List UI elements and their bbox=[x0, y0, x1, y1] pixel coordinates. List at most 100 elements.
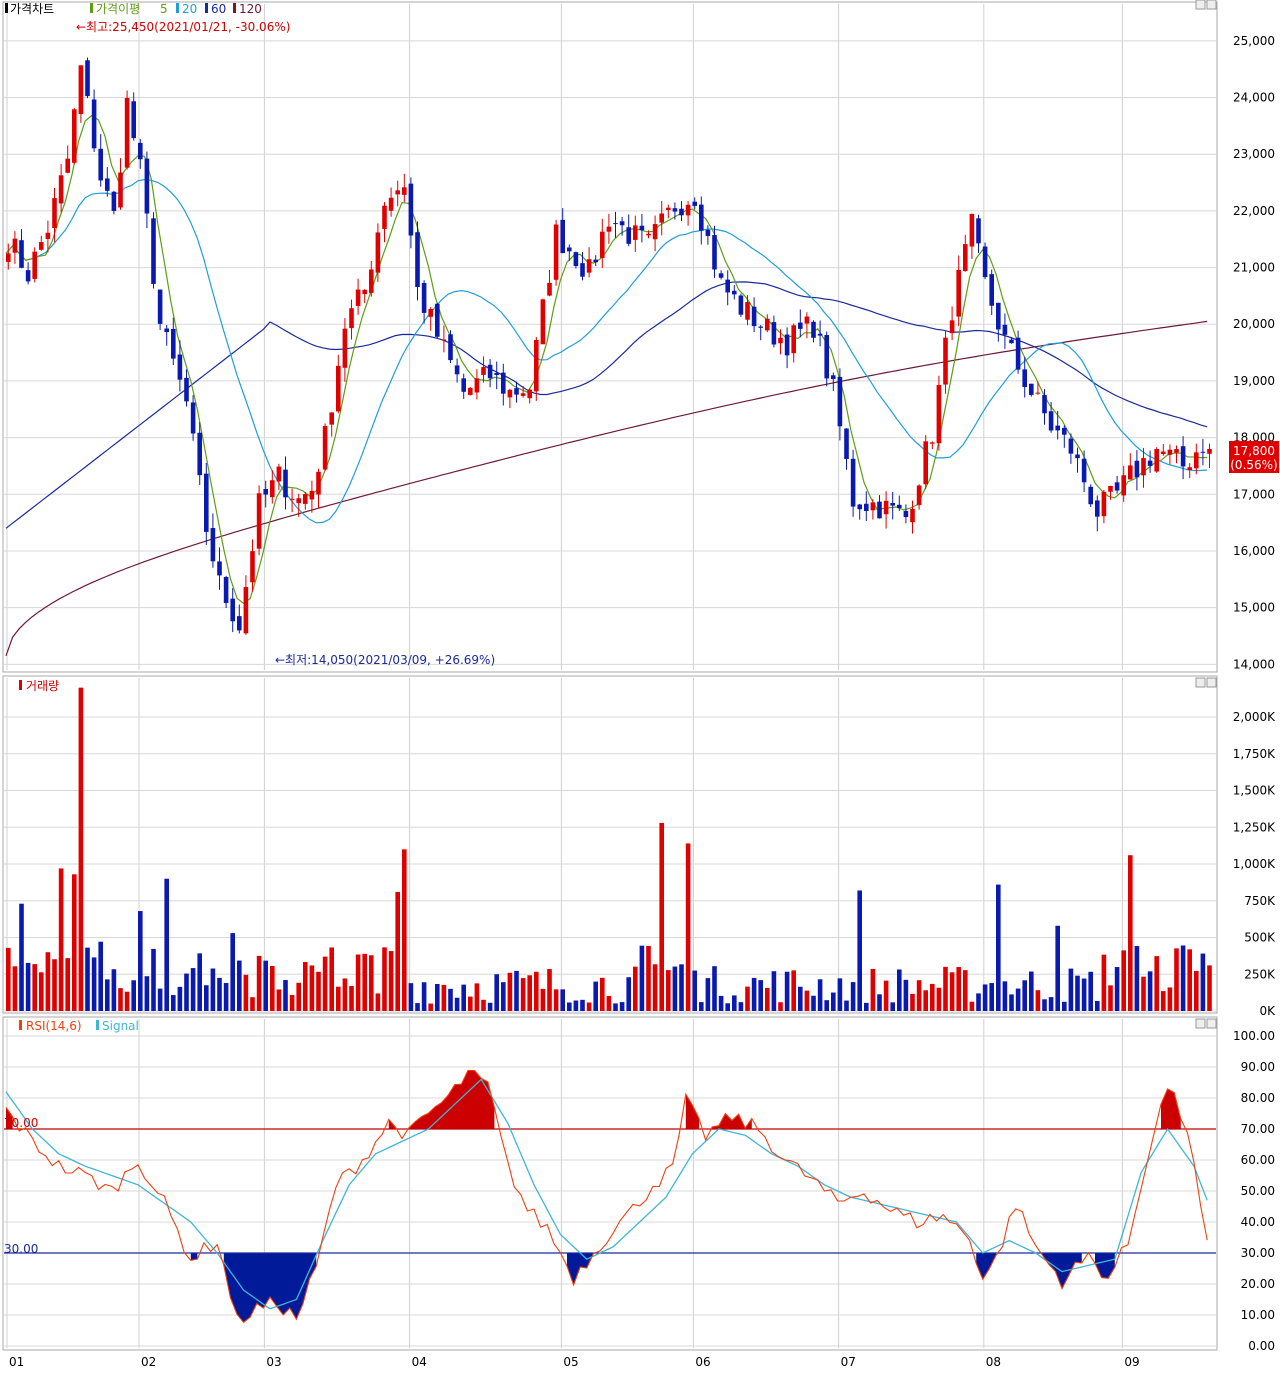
candle bbox=[12, 238, 18, 253]
volume-bar bbox=[738, 1002, 744, 1011]
volume-panel-frame bbox=[2, 675, 1218, 1014]
volume-bar bbox=[982, 984, 988, 1011]
candle bbox=[1101, 491, 1107, 517]
volume-bar bbox=[435, 983, 440, 1011]
candle bbox=[1062, 427, 1067, 435]
candle bbox=[613, 223, 618, 225]
volume-bar bbox=[652, 964, 658, 1011]
candle bbox=[454, 365, 460, 375]
volume-bar bbox=[850, 982, 856, 1011]
rsi-overbought-fill bbox=[408, 1070, 495, 1129]
volume-bar bbox=[1187, 949, 1192, 1011]
candle bbox=[1207, 448, 1212, 454]
volume-bar bbox=[1062, 1001, 1067, 1011]
price-panel-controls[interactable] bbox=[1195, 0, 1217, 10]
volume-bar bbox=[824, 1000, 829, 1011]
candle bbox=[1055, 425, 1060, 431]
volume-bar bbox=[1068, 968, 1074, 1011]
volume-bar bbox=[534, 971, 539, 1011]
volume-bar bbox=[408, 983, 414, 1011]
candle bbox=[65, 158, 70, 173]
candle bbox=[190, 402, 196, 434]
candle bbox=[718, 273, 724, 278]
volume-bar bbox=[1035, 990, 1041, 1011]
candle bbox=[461, 378, 466, 392]
price-y-tick-label: 20,000 bbox=[1233, 317, 1275, 331]
current-change-label: (0.56%) bbox=[1230, 458, 1277, 472]
candle bbox=[250, 551, 255, 583]
x-tick-label: 02 bbox=[141, 1355, 156, 1369]
volume-bar bbox=[1147, 971, 1153, 1011]
volume-bar bbox=[573, 1000, 579, 1011]
candle bbox=[1174, 449, 1179, 453]
candle bbox=[45, 232, 51, 239]
candle bbox=[322, 426, 328, 470]
volume-bar bbox=[1015, 988, 1021, 1011]
volume-bar bbox=[494, 974, 499, 1011]
legend-marker-volume bbox=[19, 680, 22, 690]
volume-bar bbox=[91, 957, 97, 1011]
candle bbox=[421, 282, 427, 313]
volume-bar bbox=[316, 971, 321, 1011]
volume-bar bbox=[943, 966, 948, 1011]
rsi-y-tick-label: 0.00 bbox=[1248, 1339, 1275, 1353]
rsi-layer bbox=[4, 1069, 1216, 1324]
volume-bar bbox=[402, 849, 407, 1011]
volume-bar bbox=[520, 978, 526, 1011]
candle bbox=[402, 187, 407, 195]
volume-bar bbox=[600, 977, 605, 1011]
volume-bar bbox=[105, 979, 110, 1011]
volume-bar bbox=[164, 878, 169, 1011]
volume-bar bbox=[685, 843, 691, 1011]
candle bbox=[969, 213, 975, 247]
volume-bar bbox=[1029, 971, 1034, 1011]
volume-bar bbox=[560, 989, 565, 1011]
volume-bar bbox=[619, 1002, 625, 1011]
volume-bar bbox=[897, 969, 902, 1011]
volume-bar bbox=[157, 988, 163, 1011]
volume-bar bbox=[124, 991, 130, 1011]
candle bbox=[184, 377, 189, 402]
legend-marker-ma120 bbox=[233, 3, 236, 13]
volume-bar bbox=[131, 980, 136, 1011]
close-icon[interactable] bbox=[1206, 0, 1217, 10]
volume-bar bbox=[1095, 1001, 1100, 1011]
rsi-y-tick-label: 60.00 bbox=[1241, 1153, 1275, 1167]
volume-bar bbox=[567, 1002, 572, 1011]
candle bbox=[144, 158, 150, 214]
rsi-panel-controls[interactable] bbox=[1195, 1018, 1217, 1029]
volume-bar bbox=[1108, 985, 1113, 1011]
volume-bar bbox=[1042, 999, 1047, 1011]
volume-bar bbox=[111, 969, 117, 1011]
legend-marker-rsi bbox=[19, 1020, 22, 1030]
candle bbox=[481, 367, 486, 375]
close-icon[interactable] bbox=[1206, 1018, 1217, 1029]
candle bbox=[831, 375, 836, 379]
volume-bar bbox=[487, 1002, 493, 1011]
rsi-oversold-fill bbox=[567, 1253, 594, 1285]
volume-bar bbox=[58, 868, 64, 1011]
volume-bar bbox=[382, 947, 387, 1011]
volume-bar bbox=[877, 994, 882, 1011]
legend-marker-ma60 bbox=[205, 3, 208, 13]
candle bbox=[1108, 485, 1113, 492]
close-icon[interactable] bbox=[1206, 677, 1217, 688]
volume-bar bbox=[250, 997, 255, 1011]
minimize-icon[interactable] bbox=[1195, 677, 1206, 688]
minimize-icon[interactable] bbox=[1195, 0, 1206, 10]
candle bbox=[316, 471, 321, 495]
candle bbox=[1029, 383, 1034, 395]
volume-panel-controls[interactable] bbox=[1195, 677, 1217, 688]
candle bbox=[745, 302, 750, 320]
volume-y-tick-label: 1,250K bbox=[1233, 820, 1276, 834]
candle bbox=[540, 299, 546, 345]
volume-bar bbox=[276, 989, 282, 1011]
volume-bar bbox=[613, 1003, 618, 1011]
candle bbox=[85, 60, 90, 97]
minimize-icon[interactable] bbox=[1195, 1018, 1206, 1029]
volume-bar bbox=[798, 986, 803, 1011]
volume-bar bbox=[461, 984, 466, 1011]
volume-bar bbox=[844, 1000, 849, 1011]
candle bbox=[639, 225, 645, 231]
candle bbox=[883, 500, 889, 515]
